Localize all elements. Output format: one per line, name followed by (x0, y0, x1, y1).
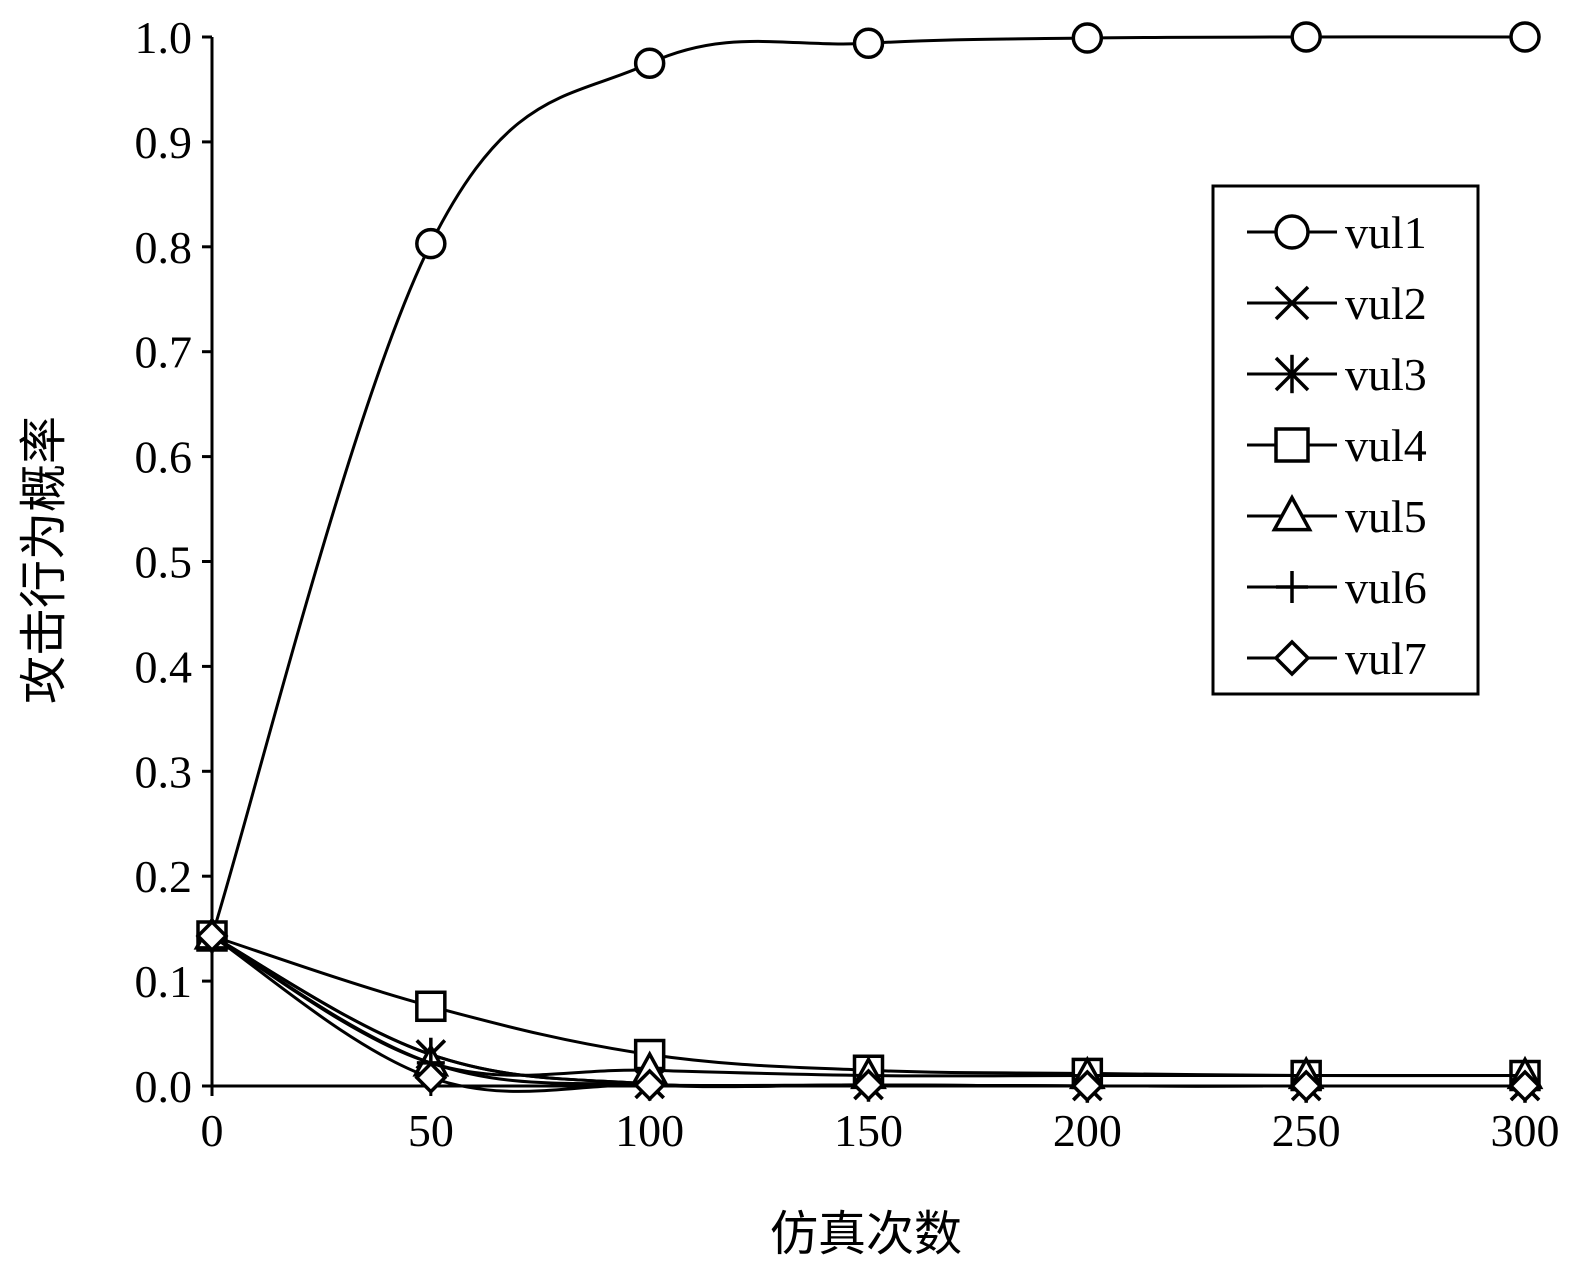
x-tick-label: 150 (834, 1105, 903, 1156)
y-tick-label: 1.0 (135, 12, 193, 63)
x-tick-label: 100 (615, 1105, 684, 1156)
legend-label: vul4 (1345, 420, 1427, 471)
x-tick-label: 250 (1272, 1105, 1341, 1156)
y-tick-label: 0.5 (135, 537, 193, 588)
legend-marker-vul3 (1274, 354, 1310, 394)
legend-label: vul6 (1345, 562, 1427, 613)
legend-label: vul1 (1345, 207, 1427, 258)
series-line-vul1 (210, 35, 1526, 937)
y-tick-label: 0.8 (135, 222, 193, 273)
legend-marker-vul4 (1274, 427, 1310, 463)
data-point-vul7 (633, 1068, 667, 1102)
x-tick-label: 300 (1491, 1105, 1560, 1156)
legend-item-vul4: vul4 (1247, 420, 1427, 471)
legend-marker-vul1 (1274, 214, 1310, 250)
legend-label: vul5 (1345, 491, 1427, 542)
data-point-vul1 (1290, 21, 1322, 53)
x-tick-label: 200 (1053, 1105, 1122, 1156)
legend-label: vul3 (1345, 349, 1427, 400)
legend-label: vul7 (1345, 633, 1427, 684)
x-tick-label: 0 (201, 1105, 224, 1156)
axes: 0.0 0.1 0.2 0.3 0.4 0.5 0.6 0.7 0.8 0.9 1.0 0 50 100 1… (135, 12, 1560, 1156)
data-point-vul1 (1509, 21, 1541, 53)
data-point-vul1 (852, 27, 885, 60)
y-tick-label: 0.2 (135, 851, 193, 902)
legend-box (1211, 184, 1480, 696)
legend-marker-vul6 (1276, 571, 1308, 603)
data-point-vul7 (1289, 1069, 1323, 1103)
data-point-vul1 (1071, 22, 1104, 54)
data-point-vul7 (852, 1068, 885, 1102)
y-axis-title: 攻击行为概率 (16, 416, 72, 704)
legend-item-vul5: vul5 (1247, 491, 1427, 542)
x-axis-title: 仿真次数 (770, 1206, 962, 1262)
legend-item-vul1: vul1 (1247, 207, 1427, 258)
legend-item-vul3: vul3 (1247, 349, 1427, 400)
legend-label: vul2 (1345, 278, 1427, 329)
data-point-vul7 (414, 1061, 448, 1095)
series-layer (193, 21, 1544, 1103)
series-vul7 (195, 919, 1542, 1103)
legend-marker-vul2 (1274, 285, 1310, 321)
y-tick-label: 0.6 (135, 432, 193, 483)
y-tick-label: 0.7 (135, 327, 193, 378)
legend: vul1 vul2 vul3 vul4 vul5 vul6 vul7 (1211, 184, 1480, 696)
y-tick-label: 0.1 (135, 956, 193, 1007)
legend-marker-vul5 (1271, 493, 1313, 532)
data-point-vul7 (1508, 1069, 1542, 1103)
data-point-vul1 (633, 47, 666, 79)
x-tick-label: 50 (408, 1105, 454, 1156)
data-point-vul7 (1070, 1069, 1104, 1103)
legend-item-vul6: vul6 (1247, 562, 1427, 613)
data-point-vul7 (195, 919, 229, 953)
legend-item-vul7: vul7 (1247, 633, 1427, 684)
y-tick-label: 0.3 (135, 746, 193, 797)
data-point-vul4 (415, 990, 447, 1023)
data-point-vul1 (415, 227, 447, 260)
legend-item-vul2: vul2 (1247, 278, 1427, 329)
y-tick-label: 0.0 (135, 1061, 193, 1112)
y-tick-label: 0.4 (135, 641, 193, 692)
y-tick-label: 0.9 (135, 117, 193, 168)
legend-marker-vul7 (1273, 639, 1311, 677)
